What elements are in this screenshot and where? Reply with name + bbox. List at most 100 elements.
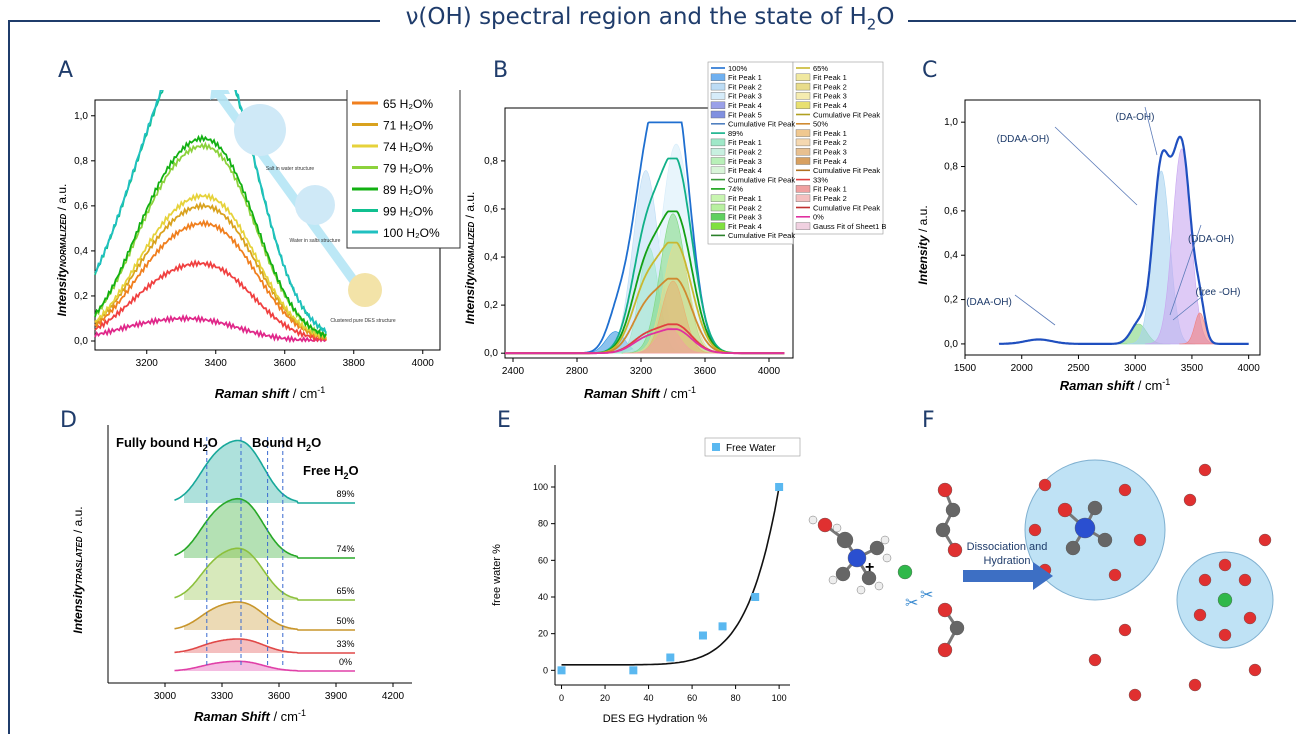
frame-top-left [8,20,380,22]
a-series-line [94,90,327,333]
hydrogen-atom [828,575,838,585]
c-ytick-label: 0,8 [944,162,958,173]
b-legend-label: Cumulative Fit Peak [728,175,795,184]
carbon-atom [1087,500,1103,516]
a-xtick-label: 3200 [136,358,159,369]
e-xtick-label: 100 [772,693,787,703]
d-ylabel: IntensityTRASLATED / a.u. [71,506,85,633]
b-legend-label: Fit Peak 3 [728,157,762,166]
b-legend-label: 33% [813,175,828,184]
b-legend-label: Fit Peak 3 [813,92,847,101]
water-oxygen [1238,573,1252,587]
e-xtick-label: 80 [731,693,741,703]
water-oxygen [1128,688,1142,702]
panel-c-chart: 1500 2000 2500 3000 3500 4000 0,0 0,2 0,4 0,6 0,8 1… [916,99,1261,393]
oxygen-atom [817,517,833,533]
d-series-line [174,547,355,601]
a-legend-label: 89 H₂O% [383,183,433,197]
panel-label-d: D [60,408,77,433]
a-legend-label: 74 H₂O% [383,140,433,154]
b-legend-label: Cumulative Fit Peak [813,203,880,212]
panel-f-illustration: ✂✂ Dissociation and Hydration + [808,459,1274,702]
salt-in-water-annotation: Salt in water structure [266,166,315,172]
water-in-salts-cluster-icon [295,185,335,225]
panel-label-a: A [58,58,74,83]
b-legend-swatch [795,138,811,147]
b-legend-label: Fit Peak 4 [728,166,762,175]
a-ytick-label: 0,4 [74,246,88,257]
b-legend-swatch [795,185,811,193]
b-legend-label: Fit Peak 3 [728,213,762,222]
c-xtick-label: 3000 [1124,363,1147,374]
dissociation-arrow [963,562,1053,590]
b-legend-label: Fit Peak 4 [813,101,847,110]
c-hbond-label: (DAA-OH) [966,297,1012,308]
a-ytick-label: 0,6 [74,201,88,212]
c-xtick-label: 3500 [1181,363,1204,374]
d-xtick-label: 3900 [325,691,348,702]
e-ytick-label: 80 [538,519,548,529]
scissors-icon: ✂ [920,587,933,604]
b-legend-label: Fit Peak 1 [728,194,762,203]
b-legend-label: Fit Peak 3 [728,92,762,101]
e-ytick-label: 60 [538,555,548,565]
b-legend-label: Fit Peak 2 [813,194,847,203]
water-oxygen [1258,533,1272,547]
carbon-atom [949,620,965,636]
c-hbond-label: (DA-OH) [1116,112,1155,123]
panel-a-chart: 3200 3400 3600 3800 4000 0,0 0,2 0,4 0,6 0,8 1,0 S… [55,90,461,401]
b-fit-peak [623,326,714,354]
c-xtick-label: 1500 [954,363,977,374]
d-series-line [174,660,355,672]
e-legend-box [704,437,801,457]
chloride-atom [1217,592,1233,608]
b-legend-swatch [710,203,726,212]
b-legend-swatch [795,92,811,100]
d-xlabel: Raman Shift / cm-1 [194,708,306,724]
water-oxygen [1108,568,1122,582]
pure-des-annotation: Clustered pure DES structure [330,318,396,324]
a-series-line [94,90,327,334]
carbon-atom [836,531,854,549]
b-xtick-label: 4000 [758,366,781,377]
b-legend-swatch [710,110,726,119]
b-ytick-label: 0,0 [484,348,498,359]
b-legend-label: 0% [813,213,824,222]
d-xtick-label: 4200 [382,691,405,702]
panel-label-f: F [922,408,935,433]
structure-arrow [210,90,370,300]
carbon-atom [935,522,951,538]
b-legend-label: 100% [728,64,748,73]
c-ylabel: Intensity / a.u. [916,205,930,284]
b-legend-label: 65% [813,64,828,73]
a-ytick-label: 0,0 [74,336,88,347]
water-oxygen [1248,663,1262,677]
e-ylabel: free water % [491,544,503,606]
c-ytick-label: 0,4 [944,250,958,261]
b-xtick-label: 2400 [502,366,525,377]
d-xtick-label: 3000 [154,691,177,702]
b-legend-label: Cumulative Fit Peak [728,120,795,129]
e-data-point [718,622,727,631]
b-legend-label: Fit Peak 2 [728,203,762,212]
c-xtick-label: 4000 [1238,363,1261,374]
a-legend-label: 79 H₂O% [383,162,433,176]
water-oxygen [1133,533,1147,547]
nitrogen-atom [847,548,867,568]
carbon-atom [1065,540,1081,556]
b-legend-swatch [710,101,726,109]
b-legend-label: 89% [728,129,743,138]
d-annot-bound: Bound H2O [252,435,321,453]
b-xtick-label: 3200 [630,366,653,377]
water-oxygen [1193,608,1207,622]
b-legend-label: Fit Peak 2 [813,82,847,91]
water-oxygen [1188,678,1202,692]
b-legend-swatch [710,157,726,165]
d-series-label: 33% [336,639,354,649]
d-series-line [174,497,355,559]
a-xtick-label: 3400 [205,358,228,369]
d-xtick-label: 3300 [211,691,234,702]
c-label-arrow [1169,224,1202,316]
c-label-arrow [1144,106,1158,156]
a-xtick-label: 3600 [274,358,297,369]
